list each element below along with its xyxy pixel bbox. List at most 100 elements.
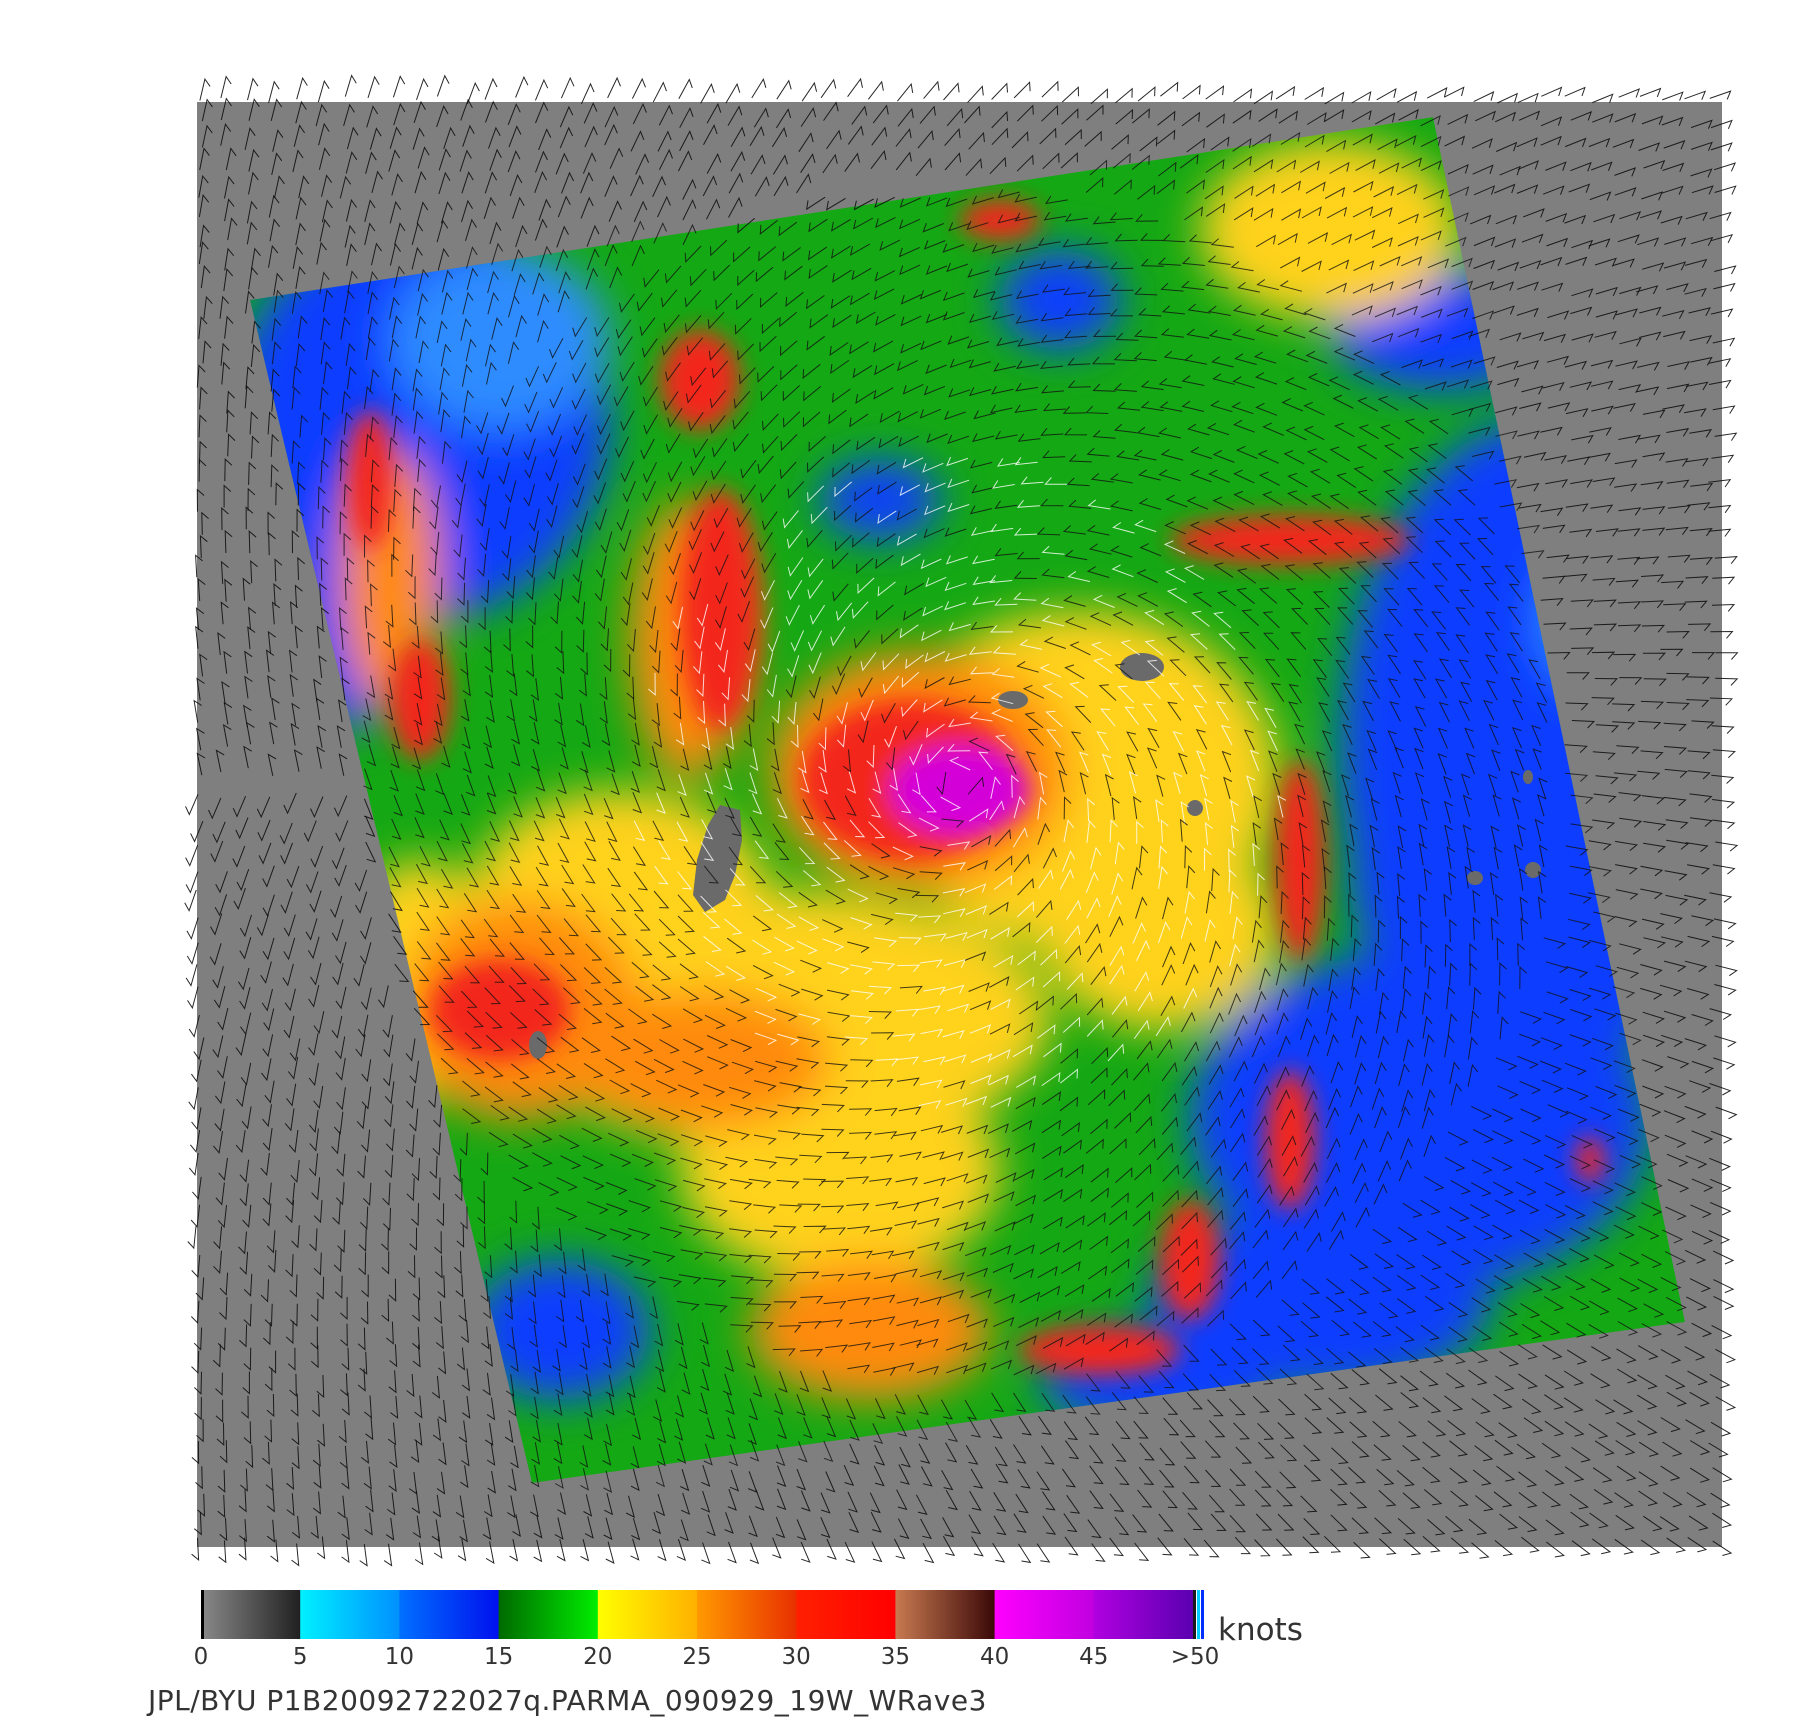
wind-barb (989, 976, 1010, 988)
wind-barb (1489, 872, 1499, 895)
wind-barb (1204, 847, 1212, 871)
wind-barb (849, 243, 871, 256)
wind-barb (365, 1489, 374, 1513)
wind-barb (548, 557, 559, 580)
wind-barb (1040, 597, 1064, 609)
wind-barb (738, 532, 754, 553)
wind-barb (1471, 1297, 1492, 1313)
wind-barb (969, 1490, 982, 1511)
wind-barb (1660, 1417, 1681, 1433)
wind-barb (1042, 152, 1060, 170)
wind-barb (460, 938, 476, 957)
wind-barb (1396, 1470, 1415, 1487)
wind-barb (701, 1229, 725, 1240)
wind-barb (1420, 798, 1430, 821)
wind-barb (701, 1542, 711, 1565)
wind-barb (274, 558, 283, 582)
wind-barb (1513, 844, 1523, 867)
wind-barb (1687, 1536, 1708, 1553)
wind-barb (557, 195, 571, 218)
wind-barb (1230, 1281, 1247, 1300)
wind-barb (1346, 844, 1355, 868)
wind-barb (1690, 141, 1713, 151)
wind-barb (737, 600, 751, 623)
wind-barb (778, 1325, 802, 1333)
wind-barb (354, 869, 368, 892)
wind-barb (1565, 1275, 1586, 1291)
wind-barb (537, 319, 549, 343)
wind-barb (652, 1013, 673, 1029)
wind-barb (333, 1249, 342, 1273)
wind-barb (899, 484, 921, 497)
wind-barb (680, 748, 690, 772)
wind-barb (193, 1327, 203, 1351)
wind-barb (1640, 1202, 1663, 1216)
wind-barb (335, 941, 347, 965)
wind-barb (1663, 603, 1687, 612)
wind-barb (346, 557, 355, 581)
wind-barb (1613, 653, 1637, 662)
wind-barb (1593, 1159, 1616, 1173)
wind-barb (1330, 1468, 1348, 1486)
wind-barb (1041, 1091, 1062, 1106)
wind-barb (874, 363, 895, 376)
wind-barb (1283, 537, 1303, 554)
wind-barb (1588, 987, 1612, 1000)
wind-barb (1374, 112, 1396, 125)
wind-barb (1120, 639, 1140, 656)
wind-barb (858, 677, 873, 699)
wind-barb (1109, 500, 1133, 512)
wind-barb (619, 529, 632, 553)
wind-barb (584, 841, 597, 862)
wind-barb (748, 1303, 772, 1312)
wind-barb (1254, 1013, 1268, 1036)
wind-barb (922, 605, 944, 617)
wind-barb (803, 1225, 827, 1234)
wind-barb (1593, 599, 1617, 608)
wind-barb (1329, 446, 1350, 462)
wind-barb (896, 1319, 919, 1329)
wind-barb (1455, 563, 1472, 582)
wind-barb (800, 1348, 824, 1357)
wind-barb (1017, 877, 1034, 896)
wind-barb (847, 1272, 871, 1281)
wind-barb (305, 918, 318, 941)
wind-barb (1019, 1291, 1041, 1303)
wind-barb (384, 1081, 395, 1105)
wind-barb (1450, 1179, 1472, 1195)
wind-barb (536, 769, 546, 792)
wind-barb (1139, 543, 1162, 557)
wind-barb (216, 1422, 225, 1447)
wind-barb (1316, 751, 1326, 773)
wind-barb (677, 774, 687, 796)
wind-barb (922, 462, 944, 473)
wind-barb (1387, 608, 1403, 627)
wind-barb (572, 317, 588, 338)
wind-barb (775, 1516, 786, 1539)
wind-barb (1459, 589, 1475, 608)
wind-barb (1663, 140, 1686, 150)
wind-barb (1708, 1230, 1731, 1244)
wind-barb (1540, 256, 1563, 267)
wind-barb (1179, 154, 1199, 169)
wind-barb (755, 895, 774, 912)
wind-barb (1545, 1519, 1565, 1536)
wind-barb (703, 935, 722, 952)
wind-barb (1570, 1009, 1593, 1022)
wind-barb (827, 1011, 851, 1022)
wind-barb (1414, 747, 1424, 770)
wind-barb (1377, 1160, 1392, 1182)
wind-barb (1322, 770, 1332, 793)
wind-barb (1163, 540, 1186, 555)
wind-barb (1712, 576, 1736, 585)
wind-barb (1304, 134, 1325, 148)
wind-barb (455, 1495, 465, 1519)
wind-barb (1660, 1034, 1684, 1048)
wind-barb (1306, 448, 1328, 463)
wind-barb (303, 820, 317, 843)
wind-barb (941, 1470, 954, 1491)
wind-barb (773, 1301, 798, 1309)
wind-barb (1306, 1034, 1320, 1057)
wind-barb (851, 990, 875, 1000)
wind-barb (1322, 800, 1332, 823)
